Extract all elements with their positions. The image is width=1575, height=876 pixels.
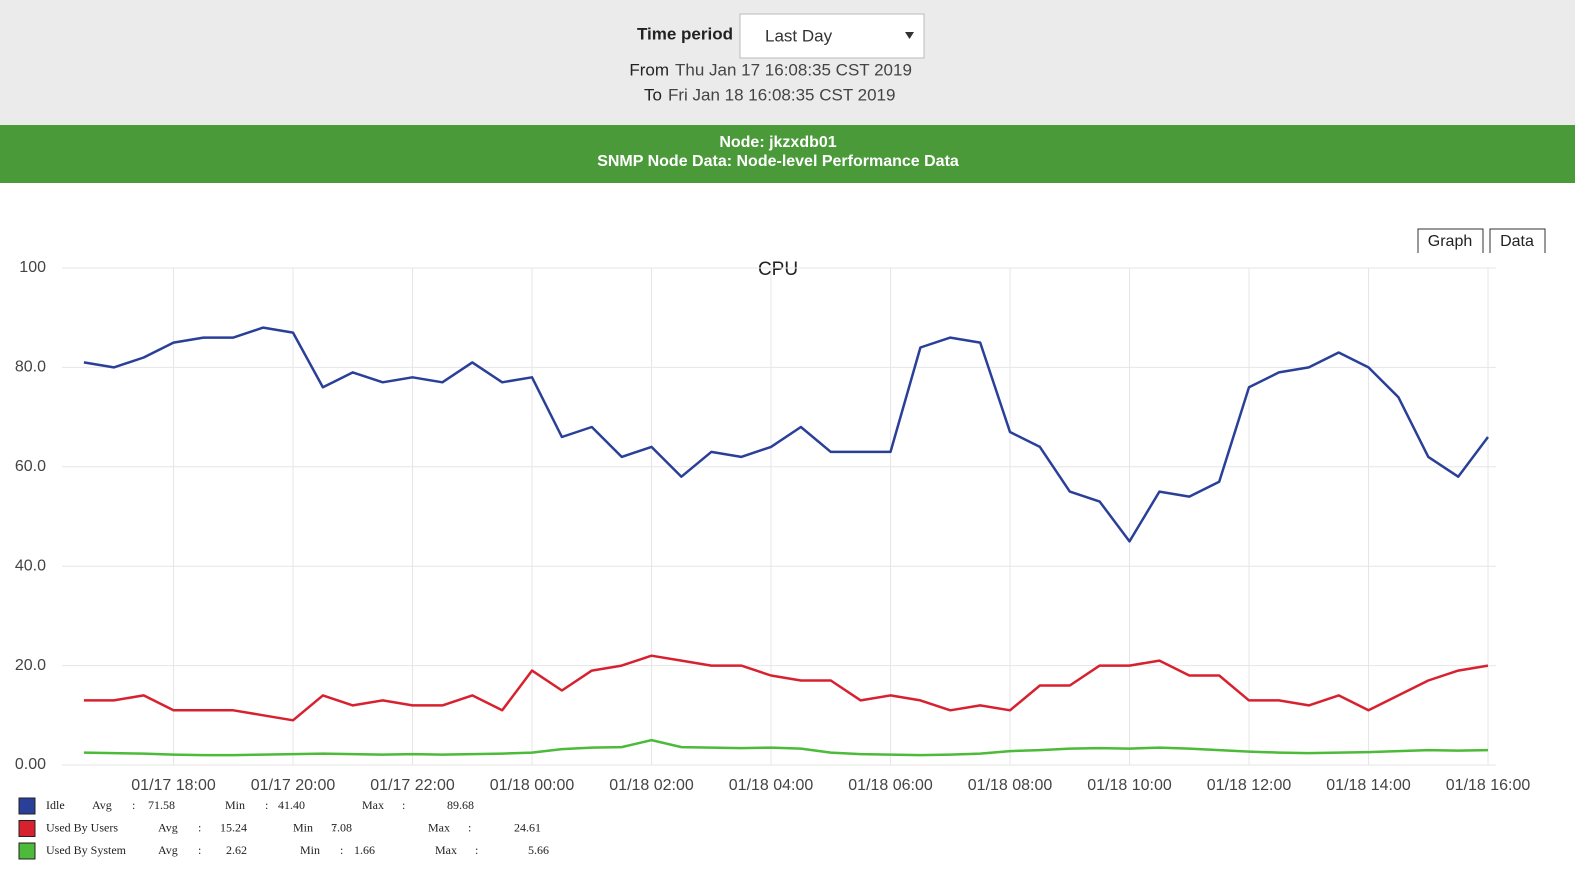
time-period-label: Time period: [637, 24, 733, 43]
tab-label: Data: [1500, 233, 1534, 250]
legend-name: Idle: [46, 798, 65, 812]
legend-swatch: [18, 797, 36, 815]
tab-data[interactable]: [1489, 228, 1546, 253]
to-label: To: [644, 85, 662, 104]
legend-stat-value: 7.08: [331, 820, 352, 834]
legend-stat-value: 71.58: [148, 798, 175, 812]
legend-stat-label: Max: [362, 798, 384, 812]
legend-stat-value: 41.40: [278, 798, 305, 812]
time-period-select[interactable]: [739, 13, 925, 59]
legend-stat-value: 24.61: [514, 820, 541, 834]
legend-colon: :: [132, 798, 135, 812]
legend-stat-value: 15.24: [220, 820, 247, 834]
x-tick-label: 01/18 08:00: [968, 777, 1053, 794]
from-value: Thu Jan 17 16:08:35 CST 2019: [675, 60, 912, 79]
legend-colon: :: [265, 798, 268, 812]
from-label: From: [629, 60, 669, 79]
series-line: [83, 326, 1489, 543]
y-tick-label: 40.0: [15, 557, 46, 574]
tab-label: Graph: [1428, 233, 1472, 250]
series-line: [83, 654, 1489, 722]
legend-stat-value: 2.62: [226, 843, 247, 857]
tab-graph[interactable]: [1417, 228, 1484, 253]
legend-stat-value: 5.66: [528, 843, 549, 857]
x-tick-label: 01/18 14:00: [1326, 777, 1411, 794]
x-tick-label: 01/18 16:00: [1446, 777, 1531, 794]
legend-colon: :: [402, 798, 405, 812]
legend-stat-label: Avg: [158, 843, 178, 857]
legend-stat-label: Max: [428, 820, 450, 834]
legend-colon: :: [468, 820, 471, 834]
x-tick-label: 01/18 04:00: [729, 777, 814, 794]
y-tick-label: 60.0: [15, 458, 46, 475]
legend-colon: :: [198, 843, 201, 857]
x-tick-label: 01/17 22:00: [370, 777, 455, 794]
x-tick-label: 01/18 00:00: [490, 777, 575, 794]
legend-colon: :: [333, 820, 336, 834]
node-subtitle: SNMP Node Data: Node-level Performance D…: [597, 153, 959, 170]
series-line: [83, 738, 1489, 757]
x-tick-label: 01/18 02:00: [609, 777, 694, 794]
legend-swatch: [18, 820, 36, 837]
legend-colon: :: [340, 843, 343, 857]
legend-name: Used By Users: [46, 820, 118, 834]
y-tick-label: 100: [19, 259, 46, 276]
legend-stat-label: Max: [435, 843, 457, 857]
legend-stat-label: Min: [300, 843, 320, 857]
y-tick-label: 0.00: [15, 756, 46, 773]
time-period-value: Last Day: [765, 26, 833, 45]
y-tick-label: 80.0: [15, 359, 46, 376]
node-banner: [0, 125, 1575, 183]
legend-colon: :: [198, 820, 201, 834]
legend-name: Used By System: [46, 843, 127, 857]
x-tick-label: 01/17 18:00: [131, 777, 216, 794]
legend-stat-label: Min: [225, 798, 245, 812]
legend-stat-label: Avg: [92, 798, 112, 812]
legend-stat-label: Min: [293, 820, 313, 834]
y-tick-label: 20.0: [15, 657, 46, 674]
legend-swatch: [18, 842, 36, 860]
node-name: Node: jkzxdb01: [719, 134, 836, 151]
legend-stat-value: 89.68: [447, 798, 474, 812]
legend-stat-value: 1.66: [354, 843, 375, 857]
legend-colon: :: [475, 843, 478, 857]
chart-title: CPU: [758, 259, 798, 280]
select-arrow: [905, 32, 914, 39]
x-tick-label: 01/18 10:00: [1087, 777, 1172, 794]
x-tick-label: 01/17 20:00: [251, 777, 336, 794]
to-value: Fri Jan 18 16:08:35 CST 2019: [668, 85, 895, 104]
legend-stat-label: Avg: [158, 820, 178, 834]
x-tick-label: 01/18 12:00: [1207, 777, 1292, 794]
x-tick-label: 01/18 06:00: [848, 777, 933, 794]
